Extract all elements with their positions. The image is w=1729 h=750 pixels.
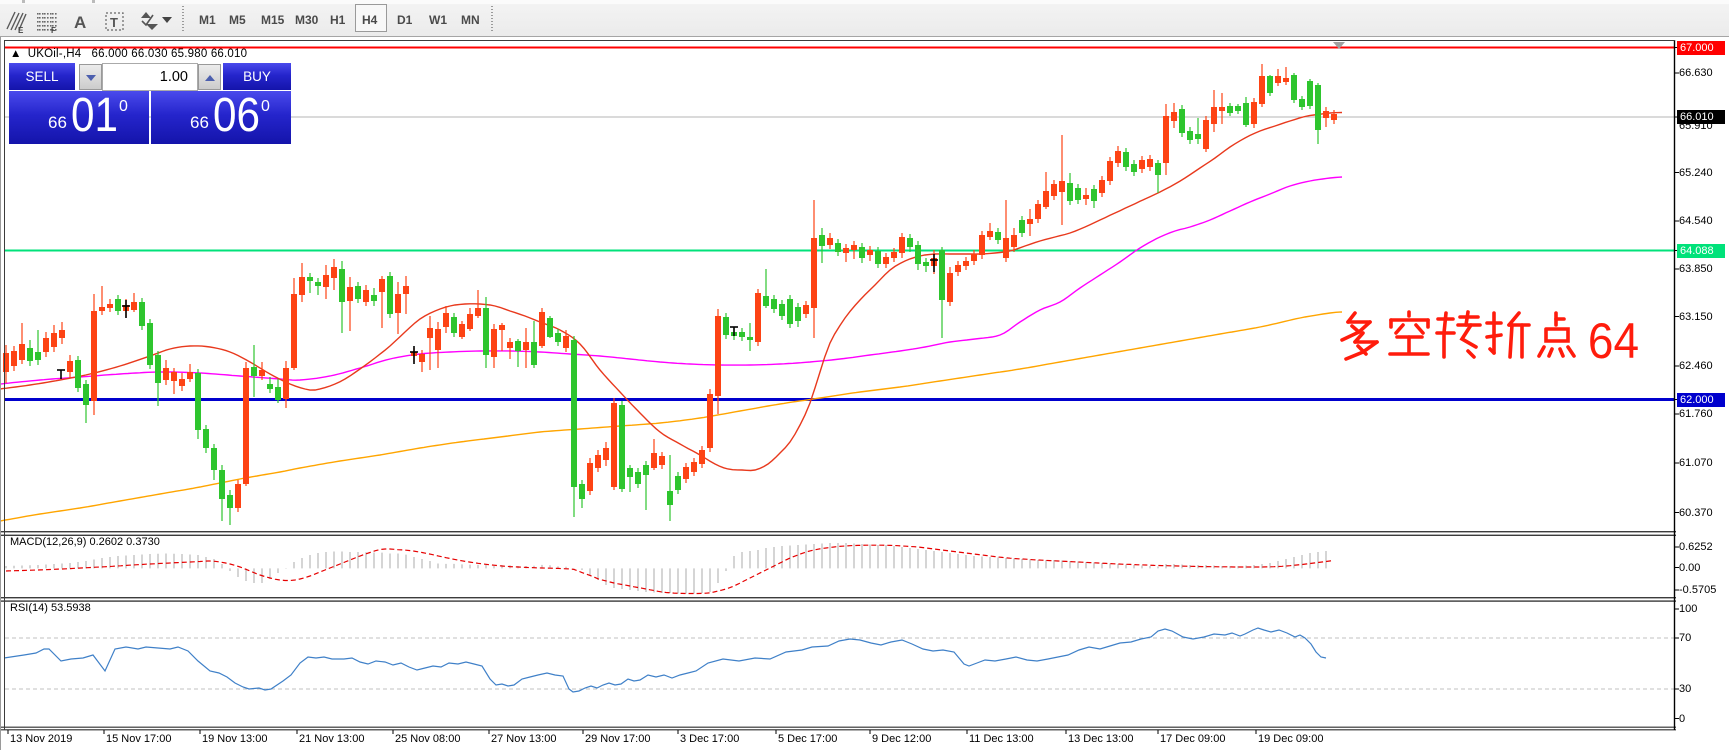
svg-text:64: 64 [1588, 314, 1639, 369]
svg-text:F: F [51, 26, 56, 35]
svg-text:T: T [110, 15, 118, 30]
svg-text:E: E [18, 26, 24, 35]
svg-text:A: A [74, 13, 86, 32]
